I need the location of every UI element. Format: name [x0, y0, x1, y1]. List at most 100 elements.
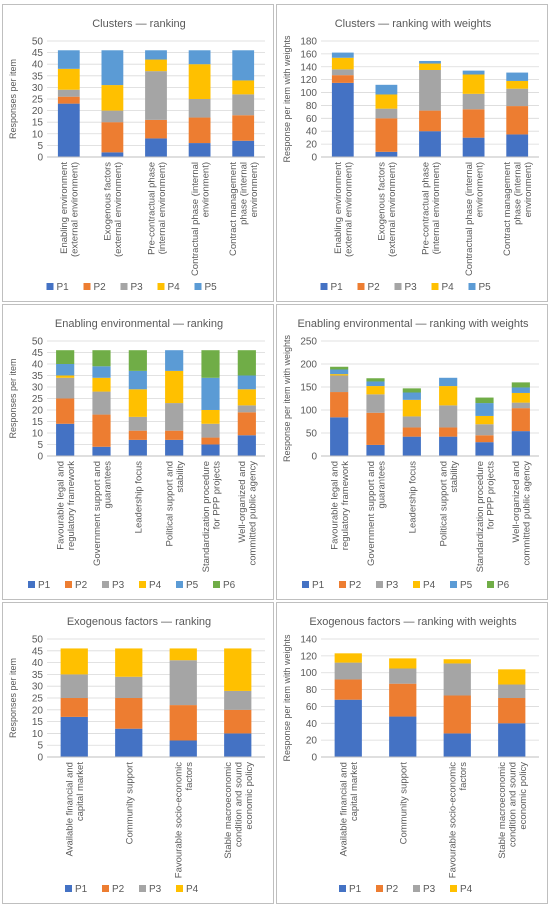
- x-tick-label: Exogenous factors: [103, 162, 114, 241]
- legend-label: P4: [423, 580, 436, 591]
- legend-swatch-p4: [450, 885, 457, 892]
- legend-label: P3: [112, 580, 125, 591]
- bar-segment-p4: [92, 377, 111, 392]
- legend-label: P5: [186, 580, 199, 591]
- bar-segment-p3: [475, 424, 494, 436]
- bar-segment-p2: [402, 427, 421, 437]
- bar-segment-p3: [232, 94, 255, 116]
- bar-segment-p4: [169, 648, 197, 661]
- y-tick-label: 100: [300, 405, 317, 416]
- y-tick-label: 40: [32, 60, 44, 71]
- bar-segment-p4: [366, 386, 385, 395]
- bar-segment-p2: [201, 437, 220, 445]
- y-tick-label: 45: [32, 48, 44, 59]
- bar-segment-p3: [498, 684, 526, 699]
- x-tick-label: (external environment): [387, 162, 398, 257]
- legend-swatch-p5: [194, 283, 202, 290]
- y-tick-label: 140: [300, 62, 317, 73]
- bar-segment-p4: [56, 375, 75, 378]
- legend-label: P2: [94, 282, 107, 293]
- legend-swatch-p3: [102, 581, 109, 588]
- bar-segment-p5: [475, 403, 494, 416]
- bar-segment-p4: [439, 386, 458, 406]
- bar-segment-p6: [475, 397, 494, 404]
- bar-segment-p5: [201, 377, 220, 410]
- bar-segment-p6: [330, 366, 349, 370]
- legend-label: P2: [75, 580, 88, 591]
- bar-segment-p2: [60, 698, 88, 717]
- bar-segment-p4: [115, 648, 143, 677]
- y-tick-label: 20: [32, 106, 44, 117]
- bar-segment-p5: [331, 52, 354, 58]
- y-tick-label: 50: [306, 428, 318, 439]
- bar-segment-p1: [462, 137, 485, 157]
- bar-segment-p1: [506, 134, 529, 157]
- legend-label: P5: [460, 580, 473, 591]
- chart-svg: Enabling environmental — ranking 05101520…: [8, 318, 265, 591]
- bar-segment-p5: [402, 392, 421, 400]
- y-tick-label: 100: [300, 668, 317, 679]
- bar-segment-p4: [57, 68, 80, 90]
- y-tick-label: 35: [32, 71, 44, 82]
- legend-swatch-p4: [157, 283, 165, 290]
- bar-segment-p5: [56, 363, 75, 376]
- chart-svg: Exogenous factors — ranking with weights…: [282, 616, 539, 895]
- bar-segment-p6: [402, 388, 421, 393]
- legend-label: P3: [131, 282, 144, 293]
- bar-segment-p1: [169, 740, 197, 758]
- y-tick-label: 60: [306, 702, 318, 713]
- bar-segment-p3: [330, 375, 349, 393]
- bar-segment-p1: [237, 435, 256, 456]
- legend-label: P3: [149, 884, 162, 895]
- y-tick-label: 10: [32, 129, 44, 140]
- y-tick-label: 200: [300, 359, 317, 370]
- bar-segment-p1: [188, 143, 211, 157]
- bar-segment-p1: [224, 733, 252, 758]
- bar-segment-p1: [330, 417, 349, 456]
- x-tick-label: factors: [184, 762, 195, 791]
- y-tick-label: 0: [311, 451, 317, 462]
- bar-segment-p5: [511, 387, 530, 393]
- legend-label: P4: [168, 282, 181, 293]
- bar-segment-p2: [165, 430, 184, 440]
- bar-segment-p4: [330, 374, 349, 376]
- bar-segment-p1: [443, 733, 471, 758]
- chart-title: Enabling environmental — ranking: [55, 318, 223, 330]
- x-tick-label: committed public agency: [248, 461, 259, 566]
- bar-segment-p1: [128, 439, 147, 456]
- y-axis-label: Responses per item: [8, 59, 18, 139]
- bar-segment-p3: [56, 377, 75, 399]
- bar-segment-p4: [237, 389, 256, 406]
- legend-label: P1: [75, 884, 88, 895]
- bar-segment-p4: [334, 653, 362, 663]
- chart-svg: Exogenous factors — ranking 0510152025303…: [8, 616, 265, 895]
- bar-segment-p6: [92, 350, 111, 367]
- bar-segment-p2: [92, 414, 111, 447]
- x-tick-label: for PPP projects: [485, 461, 496, 530]
- bar-segment-p4: [475, 415, 494, 425]
- legend-swatch-p1: [65, 885, 72, 892]
- legend-label: P4: [442, 282, 455, 293]
- x-tick-label: Community support: [124, 762, 135, 845]
- bar-segment-p2: [128, 430, 147, 440]
- y-tick-label: 0: [311, 753, 317, 764]
- x-tick-label: environment): [200, 162, 211, 217]
- x-tick-label: Contract management: [502, 162, 513, 256]
- y-tick-label: 40: [306, 719, 318, 730]
- legend-label: P4: [460, 884, 473, 895]
- legend-swatch-p2: [65, 581, 72, 588]
- x-tick-label: environment): [523, 162, 534, 217]
- bar-segment-p4: [145, 59, 167, 72]
- bar-segment-p5: [366, 381, 385, 387]
- legend-swatch-p6: [487, 581, 494, 588]
- legend-label: P1: [349, 884, 362, 895]
- x-tick-label: Political support and: [164, 461, 175, 547]
- legend-swatch-p5: [450, 581, 457, 588]
- bar-segment-p4: [201, 409, 220, 424]
- bar-segment-p2: [475, 435, 494, 443]
- bar-segment-p5: [145, 50, 167, 60]
- bar-segment-p6: [56, 350, 75, 364]
- bar-segment-p2: [511, 408, 530, 432]
- bar-segment-p2: [419, 110, 441, 132]
- legend-label: P1: [38, 580, 51, 591]
